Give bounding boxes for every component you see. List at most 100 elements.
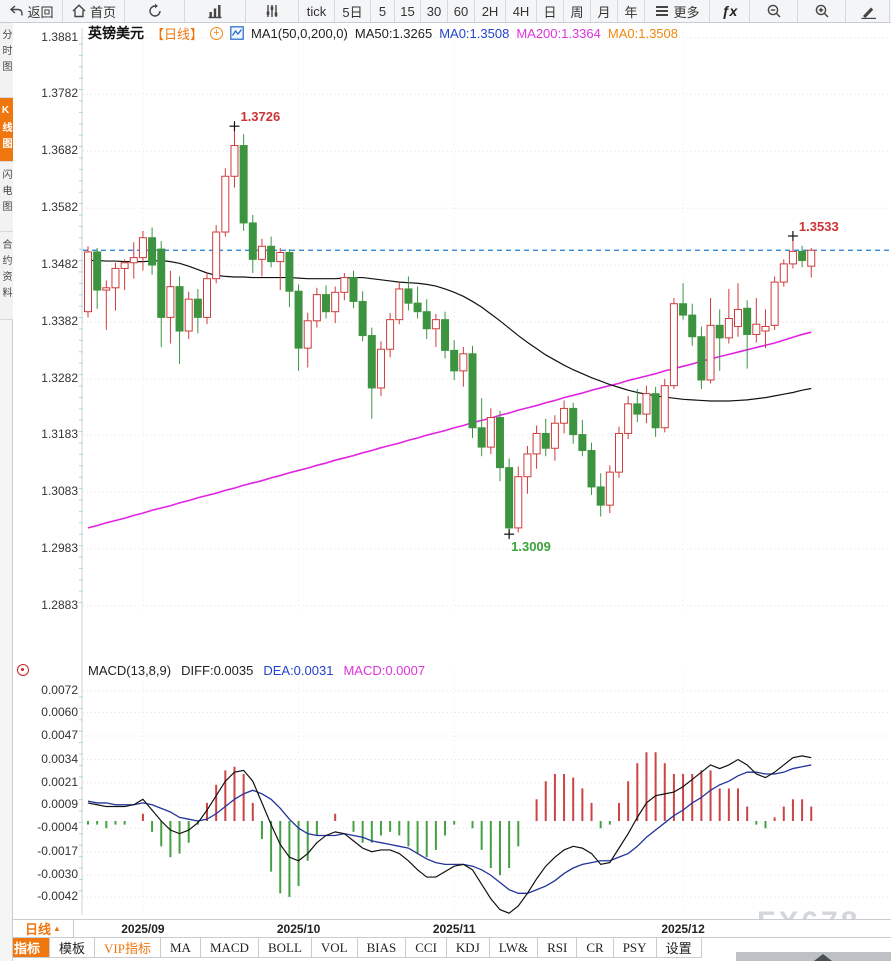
toolbar-15m-button[interactable]: 15: [395, 0, 421, 22]
back-icon: [8, 3, 24, 19]
zoom-out-icon: [766, 3, 782, 19]
sidebar-tab-kline[interactable]: K线图: [0, 98, 13, 162]
indicator-tab-指标[interactable]: 指标: [5, 938, 51, 958]
toolbar-label: 月: [597, 4, 611, 20]
indicator-tab-LW&[interactable]: LW&: [489, 938, 539, 958]
period-tag[interactable]: 【日线】: [151, 26, 204, 42]
indicator-settings-icon: [264, 3, 280, 19]
period-selector[interactable]: 日线 ▲: [13, 920, 74, 937]
chart-type-icon: [207, 3, 223, 19]
x-axis-month-label: 2025/09: [121, 922, 165, 936]
toolbar-5m-button[interactable]: 5: [371, 0, 395, 22]
indicator-tab-bar: 指标 模板 VIP指标 MA MACD BOLL VOL BIAS CCI KDJ LW& RSI CR…: [0, 938, 891, 961]
toolbar-2h-button[interactable]: 2H: [475, 0, 506, 22]
toolbar-30m-button[interactable]: 30: [421, 0, 448, 22]
toolbar-tick-button[interactable]: tick: [299, 0, 335, 22]
indicator-tab-模板[interactable]: 模板: [50, 938, 96, 958]
ma-group-label: MA1(50,0,200,0): [251, 25, 348, 41]
toolbar-60m-button[interactable]: 60: [448, 0, 475, 22]
macd-axis-label: -0.0017: [37, 843, 78, 858]
indicator-tab-PSY[interactable]: PSY: [613, 938, 657, 958]
toolbar-year-button[interactable]: 年: [618, 0, 645, 22]
indicator-tab-BIAS[interactable]: BIAS: [357, 938, 407, 958]
x-axis-month-label: 2025/10: [276, 922, 321, 936]
toolbar-label: 30: [426, 3, 442, 19]
price-axis-label: 1.3782: [41, 86, 78, 101]
toolbar-week-button[interactable]: 周: [564, 0, 591, 22]
panel-collapse-bar[interactable]: [736, 952, 891, 961]
toolbar-zoom-out-icon[interactable]: [750, 0, 798, 22]
price-annotation-1.3009: 1.3009: [511, 539, 551, 555]
price-axis-label: 1.3682: [41, 143, 78, 158]
toolbar-indicator-settings-icon[interactable]: [246, 0, 299, 22]
toolbar-zoom-in-icon[interactable]: [798, 0, 846, 22]
toolbar-chart-type-icon[interactable]: [185, 0, 246, 22]
indicator-tab-CR[interactable]: CR: [577, 938, 614, 958]
indicator-tab-BOLL[interactable]: BOLL: [258, 938, 312, 958]
draw-icon: [860, 3, 876, 19]
toolbar-home-button[interactable]: 首页: [63, 0, 125, 22]
price-annotation-1.3533: 1.3533: [798, 219, 839, 234]
x-axis-month-label: 2025/11: [432, 922, 476, 936]
indicator-tab-MACD[interactable]: MACD: [200, 938, 259, 958]
sidebar-tab-contract-info[interactable]: 合约资料: [0, 232, 13, 320]
collapse-up-icon: [814, 954, 832, 961]
toolbar-label: 4H: [512, 3, 530, 19]
macd-value: MACD:0.0007: [343, 662, 426, 678]
chart-type-rail: 分时图 K线图 闪电图 合约资料: [0, 22, 13, 961]
symbol-name: 英镑美元: [88, 25, 144, 41]
price-axis-label: 1.3282: [41, 370, 78, 385]
indicator-tab-CCI[interactable]: CCI: [406, 938, 447, 958]
macd-axis-label: 0.0034: [41, 751, 78, 766]
kline-mini-icon[interactable]: [230, 26, 244, 40]
toolbar-label: 5: [378, 3, 387, 19]
macd-axis-label: 0.0047: [41, 728, 78, 742]
toolbar-month-button[interactable]: 月: [591, 0, 618, 22]
macd-axis-label: -0.0030: [37, 867, 78, 882]
toolbar-refresh-icon[interactable]: [125, 0, 185, 22]
toolbar-4h-button[interactable]: 4H: [506, 0, 537, 22]
fx-functions-icon: ƒx: [721, 3, 738, 19]
toolbar-label: tick: [306, 3, 327, 19]
toolbar-more-button[interactable]: 更多: [645, 0, 710, 22]
price-axis-label: 1.2983: [41, 540, 78, 555]
chart-header: 英镑美元 【日线】 + MA1(50,0,200,0) MA50:1.3265 …: [88, 25, 678, 42]
macd-params: MACD(13,8,9): [88, 662, 172, 678]
toolbar-draw-icon[interactable]: [846, 0, 890, 22]
toolbar-label: 15: [400, 3, 415, 19]
indicator-tab-RSI[interactable]: RSI: [538, 938, 578, 958]
diff-value: DIFF:0.0035: [181, 662, 254, 678]
home-icon: [71, 3, 87, 19]
toolbar-fx-functions-icon[interactable]: ƒx: [710, 0, 750, 22]
macd-axis-label: -0.0004: [37, 820, 78, 835]
sidebar-tab-time-share[interactable]: 分时图: [0, 22, 13, 98]
price-axis-label: 1.3382: [41, 313, 78, 328]
price-axis-label: 1.3482: [41, 257, 78, 272]
indicator-tab-KDJ[interactable]: KDJ: [446, 938, 490, 958]
x-axis-row: 日线 ▲ 2025/09 2025/10 2025/11 2025/12: [13, 919, 891, 938]
sidebar-tab-lightning[interactable]: 闪电图: [0, 162, 13, 232]
indicator-tab-设置[interactable]: 设置: [656, 938, 702, 958]
price-axis-label: 1.3582: [41, 200, 78, 215]
top-toolbar: 返回 首页 tick 5日 5 15 30 60 2H 4H 日周月年 更多 ƒx: [0, 0, 891, 23]
add-favorite-icon[interactable]: +: [210, 26, 224, 40]
indicator-tab-VOL[interactable]: VOL: [311, 938, 358, 958]
toolbar-back-button[interactable]: 返回: [0, 0, 63, 22]
indicator-tab-MA[interactable]: MA: [160, 938, 201, 958]
ma50-value: MA50:1.3265: [354, 25, 433, 41]
toolbar-label: 返回: [27, 4, 54, 20]
toolbar-label: 首页: [89, 4, 116, 20]
indicator-tab-VIP指标[interactable]: VIP指标: [95, 938, 161, 958]
indicator-badge-icon[interactable]: [17, 664, 29, 676]
ma0-value-blue: MA0:1.3508: [439, 25, 510, 41]
macd-axis-label: 0.0072: [41, 682, 78, 697]
toolbar-day-button[interactable]: 日: [537, 0, 564, 22]
refresh-icon: [147, 3, 163, 19]
macd-header: MACD(13,8,9) DIFF:0.0035 DEA:0.0031 MACD…: [88, 662, 425, 678]
chevron-up-icon: ▲: [53, 924, 61, 933]
macd-axis-label: -0.0042: [37, 888, 78, 903]
toolbar-5d-button[interactable]: 5日: [335, 0, 371, 22]
price-axis-label: 1.3881: [41, 30, 78, 44]
